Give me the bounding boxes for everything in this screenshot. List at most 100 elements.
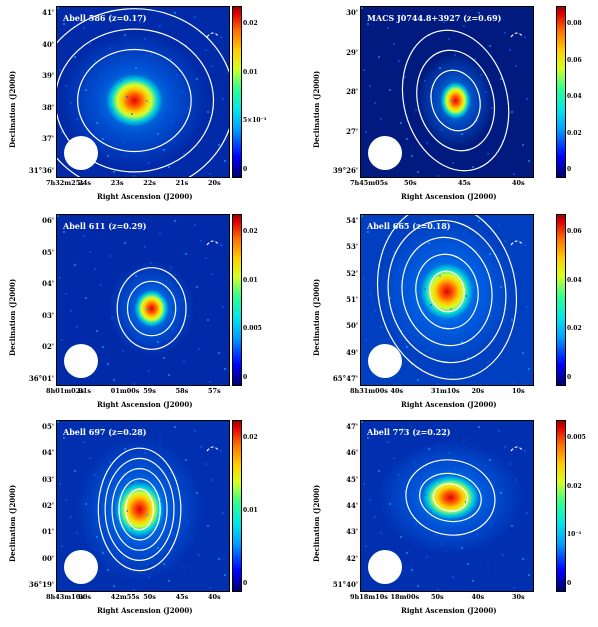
noise-pixel bbox=[218, 352, 220, 354]
beam-ellipse bbox=[64, 550, 98, 584]
noise-pixel bbox=[83, 441, 85, 443]
noise-pixel bbox=[168, 374, 170, 376]
x-tick-label: 23s bbox=[110, 179, 124, 187]
noise-pixel bbox=[107, 569, 109, 571]
noise-pixel bbox=[515, 65, 517, 67]
noise-pixel bbox=[448, 38, 450, 40]
noise-pixel bbox=[404, 76, 406, 78]
noise-pixel bbox=[200, 240, 202, 242]
noise-pixel bbox=[76, 118, 78, 120]
noise-pixel bbox=[209, 587, 211, 589]
noise-pixel bbox=[220, 450, 222, 452]
y-tick-label: 05' bbox=[42, 422, 54, 431]
beam-ellipse bbox=[64, 344, 98, 378]
noise-pixel bbox=[424, 288, 426, 290]
noise-pixel bbox=[172, 328, 174, 330]
negative-contour bbox=[510, 240, 524, 246]
y-tick-label: 53' bbox=[346, 242, 358, 252]
y-tick-label: 00' bbox=[42, 553, 54, 563]
noise-pixel bbox=[85, 89, 87, 91]
noise-pixel bbox=[491, 521, 493, 523]
noise-pixel bbox=[144, 38, 146, 40]
x-tick-label: 22s bbox=[143, 179, 156, 187]
x-tick-label: 50s bbox=[404, 179, 417, 187]
noise-pixel bbox=[400, 122, 402, 124]
y-tick-label: 40' bbox=[42, 39, 54, 49]
y-tick-label: 29' bbox=[346, 47, 358, 57]
sz-contour bbox=[430, 69, 481, 132]
noise-pixel bbox=[437, 175, 439, 177]
noise-pixel bbox=[102, 138, 104, 140]
colorbar-tick-label: 0.04 bbox=[567, 276, 582, 284]
y-tick-label: 05' bbox=[42, 247, 54, 257]
y-tick-label: 44' bbox=[346, 501, 358, 510]
noise-pixel bbox=[172, 120, 174, 122]
noise-pixel bbox=[511, 525, 513, 527]
noise-pixel bbox=[387, 235, 389, 237]
noise-pixel bbox=[465, 295, 467, 297]
noise-pixel bbox=[150, 262, 152, 264]
noise-pixel bbox=[528, 368, 530, 370]
noise-pixel bbox=[454, 262, 456, 264]
panel-title: Abell 773 (z=0.22) bbox=[367, 427, 451, 437]
noise-pixel bbox=[122, 142, 124, 144]
noise-pixel bbox=[139, 21, 141, 23]
noise-pixel bbox=[100, 76, 102, 78]
y-axis-label: Declination (J2000) bbox=[8, 70, 17, 148]
noise-pixel bbox=[365, 339, 367, 341]
panel-title: MACS J0744.8+3927 (z=0.69) bbox=[367, 13, 502, 23]
noise-pixel bbox=[96, 330, 98, 332]
noise-pixel bbox=[513, 173, 515, 175]
colorbar-tick-label: 5×10⁻³ bbox=[243, 117, 267, 125]
negative-contour bbox=[510, 32, 524, 38]
noise-pixel bbox=[170, 472, 172, 474]
noise-pixel bbox=[135, 275, 137, 277]
x-tick-label: 40s bbox=[390, 387, 404, 395]
noise-pixel bbox=[135, 67, 137, 69]
noise-pixel bbox=[406, 138, 408, 140]
noise-pixel bbox=[522, 144, 524, 146]
noise-pixel bbox=[513, 587, 515, 589]
colorbar-tick-label: 0.01 bbox=[243, 68, 258, 76]
noise-pixel bbox=[200, 446, 202, 448]
noise-pixel bbox=[417, 585, 419, 587]
noise-pixel bbox=[387, 441, 389, 443]
noise-pixel bbox=[439, 67, 441, 69]
beam-ellipse bbox=[368, 550, 402, 584]
noise-pixel bbox=[65, 293, 67, 295]
sz-contour bbox=[419, 472, 482, 523]
noise-pixel bbox=[387, 27, 389, 29]
noise-pixel bbox=[500, 78, 502, 80]
noise-pixel bbox=[528, 574, 530, 576]
noise-pixel bbox=[461, 547, 463, 549]
noise-pixel bbox=[74, 264, 76, 266]
noise-pixel bbox=[57, 215, 59, 217]
noise-pixel bbox=[161, 87, 163, 89]
noise-pixel bbox=[426, 142, 428, 144]
noise-pixel bbox=[183, 153, 185, 155]
noise-pixel bbox=[176, 282, 178, 284]
noise-pixel bbox=[428, 242, 430, 244]
x-axis-label: Right Ascension (J2000) bbox=[97, 606, 193, 615]
noise-pixel bbox=[63, 231, 65, 233]
noise-pixel bbox=[174, 220, 176, 222]
noise-pixel bbox=[487, 361, 489, 363]
noise-pixel bbox=[389, 297, 391, 299]
noise-pixel bbox=[161, 501, 163, 503]
y-tick-label: 38' bbox=[42, 102, 54, 112]
noise-pixel bbox=[435, 113, 437, 115]
noise-pixel bbox=[522, 558, 524, 560]
noise-pixel bbox=[411, 155, 413, 157]
xray-map: Abell 586 (z=0.17) bbox=[56, 6, 230, 178]
y-tick-label: 31°36' bbox=[28, 166, 54, 175]
noise-pixel bbox=[441, 543, 443, 545]
x-tick-label: 10s bbox=[512, 387, 525, 395]
noise-pixel bbox=[159, 233, 161, 235]
noise-pixel bbox=[200, 32, 202, 34]
colorbar-tick-label: 0.02 bbox=[243, 434, 258, 441]
noise-pixel bbox=[205, 463, 207, 465]
noise-pixel bbox=[485, 299, 487, 301]
noise-pixel bbox=[100, 284, 102, 286]
noise-pixel bbox=[126, 304, 128, 306]
noise-pixel bbox=[157, 341, 159, 343]
